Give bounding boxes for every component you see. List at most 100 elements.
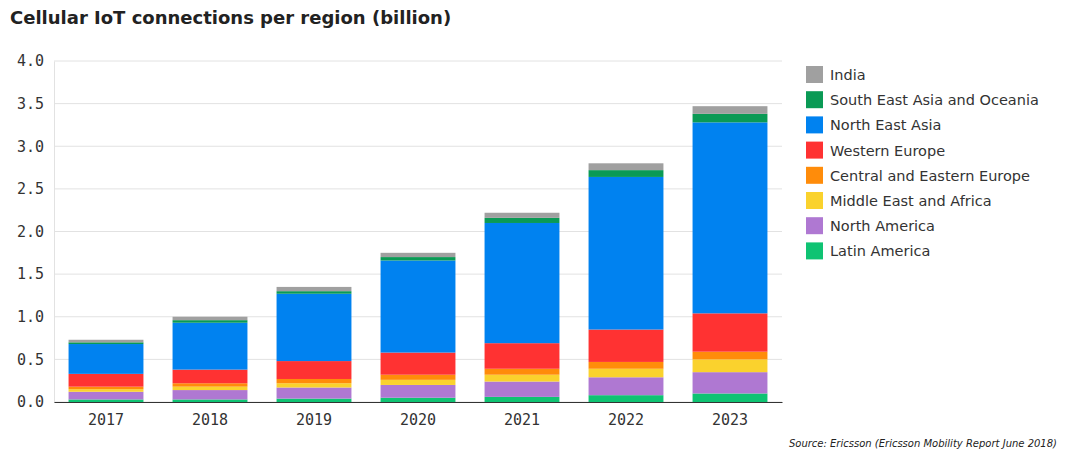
bar-segment [381, 353, 456, 375]
y-tick-label: 0.5 [17, 351, 44, 369]
legend-swatch [806, 167, 823, 184]
bar-segment [277, 379, 352, 383]
bar-segment [381, 398, 456, 402]
grid-line [54, 231, 782, 232]
grid-line [54, 103, 782, 104]
x-tick-label: 2020 [400, 411, 436, 429]
x-tick: 2017 [88, 402, 124, 429]
bar-segment [277, 291, 352, 294]
x-tick-label: 2017 [88, 411, 124, 429]
x-tick-label: 2023 [712, 411, 748, 429]
bar-segment [485, 382, 560, 397]
x-axis-line [55, 402, 783, 403]
series [69, 122, 768, 373]
bar-segment [693, 352, 768, 360]
bar-segment [589, 369, 664, 378]
bar-segment [693, 393, 768, 402]
bar-segment [693, 313, 768, 351]
bar-segment [277, 294, 352, 361]
bar-segment [381, 260, 456, 352]
bar-segment [693, 122, 768, 313]
legend-label: Central and Eastern Europe [830, 168, 1030, 184]
bar-segment [693, 372, 768, 393]
bar-segment [277, 287, 352, 291]
legend-label: Middle East and Africa [830, 193, 992, 209]
bar-segment [485, 218, 560, 223]
legend-item: India [806, 66, 866, 83]
legend-swatch [806, 242, 823, 259]
bar-segment [173, 383, 248, 386]
bar-segment [693, 114, 768, 123]
legend-item: North America [806, 217, 935, 234]
series [69, 114, 768, 344]
legend-label: North America [830, 218, 935, 234]
y-tick: 0.5 [17, 351, 54, 369]
bar-segment [589, 362, 664, 369]
legend-label: Western Europe [830, 143, 945, 159]
legend-swatch [806, 192, 823, 209]
bar-segment [381, 375, 456, 380]
series [69, 106, 768, 342]
bar-segment [485, 375, 560, 382]
x-axis: 2017 2018 2019 2020 2021 2022 2023 [55, 402, 783, 429]
bar-segment [173, 370, 248, 384]
bar-segment [381, 385, 456, 398]
x-tick-label: 2019 [296, 411, 332, 429]
y-tick-label: 4.0 [17, 52, 44, 70]
x-tick: 2018 [192, 402, 228, 429]
bar-segment [173, 317, 248, 320]
grid-line [54, 61, 782, 62]
bar-segment [173, 399, 248, 402]
bar-segment [69, 340, 144, 343]
y-tick-label: 0.0 [17, 393, 44, 411]
y-tick: 3.0 [17, 138, 54, 156]
y-tick-label: 2.0 [17, 223, 44, 241]
bar-segment [485, 213, 560, 218]
legend: India South East Asia and Oceania North Ea… [806, 66, 1039, 259]
legend-item: Central and Eastern Europe [806, 167, 1030, 184]
legend-label: India [830, 67, 866, 83]
bar-segment [693, 359, 768, 372]
y-tick-label: 1.0 [17, 308, 44, 326]
legend-item: South East Asia and Oceania [806, 91, 1039, 108]
x-tick-label: 2021 [504, 411, 540, 429]
y-tick: 0.0 [17, 393, 54, 411]
x-tick-label: 2018 [192, 411, 228, 429]
bar-segment [381, 257, 456, 260]
grid [54, 61, 782, 402]
bar-segment [589, 163, 664, 170]
legend-swatch [806, 142, 823, 159]
x-tick: 2020 [400, 402, 436, 429]
bar-segment [485, 343, 560, 369]
x-tick: 2019 [296, 402, 332, 429]
bar-segment [69, 344, 144, 374]
bar-segment [277, 399, 352, 402]
bar-segment [381, 380, 456, 385]
legend-label: North East Asia [830, 117, 941, 133]
legend-swatch [806, 91, 823, 108]
bar-segment [589, 395, 664, 402]
legend-swatch [806, 217, 823, 234]
bar-segment [173, 390, 248, 399]
grid-line [54, 146, 782, 147]
bar-segment [277, 361, 352, 379]
y-tick-label: 3.5 [17, 95, 44, 113]
bar-segment [589, 170, 664, 177]
x-tick: 2023 [712, 402, 748, 429]
y-axis-line [54, 62, 55, 403]
bars [69, 106, 768, 402]
bar-segment [173, 320, 248, 323]
y-tick: 2.5 [17, 180, 54, 198]
y-tick: 1.0 [17, 308, 54, 326]
y-tick-label: 2.5 [17, 180, 44, 198]
title: Cellular IoT connections per region (bil… [10, 7, 451, 28]
bar-segment [381, 253, 456, 257]
bar-segment [69, 389, 144, 392]
bar-segment [69, 399, 144, 402]
legend-label: South East Asia and Oceania [830, 92, 1039, 108]
x-tick-label: 2022 [608, 411, 644, 429]
legend-swatch [806, 116, 823, 133]
bar-segment [485, 369, 560, 375]
bar-segment [693, 106, 768, 114]
x-tick: 2022 [608, 402, 644, 429]
